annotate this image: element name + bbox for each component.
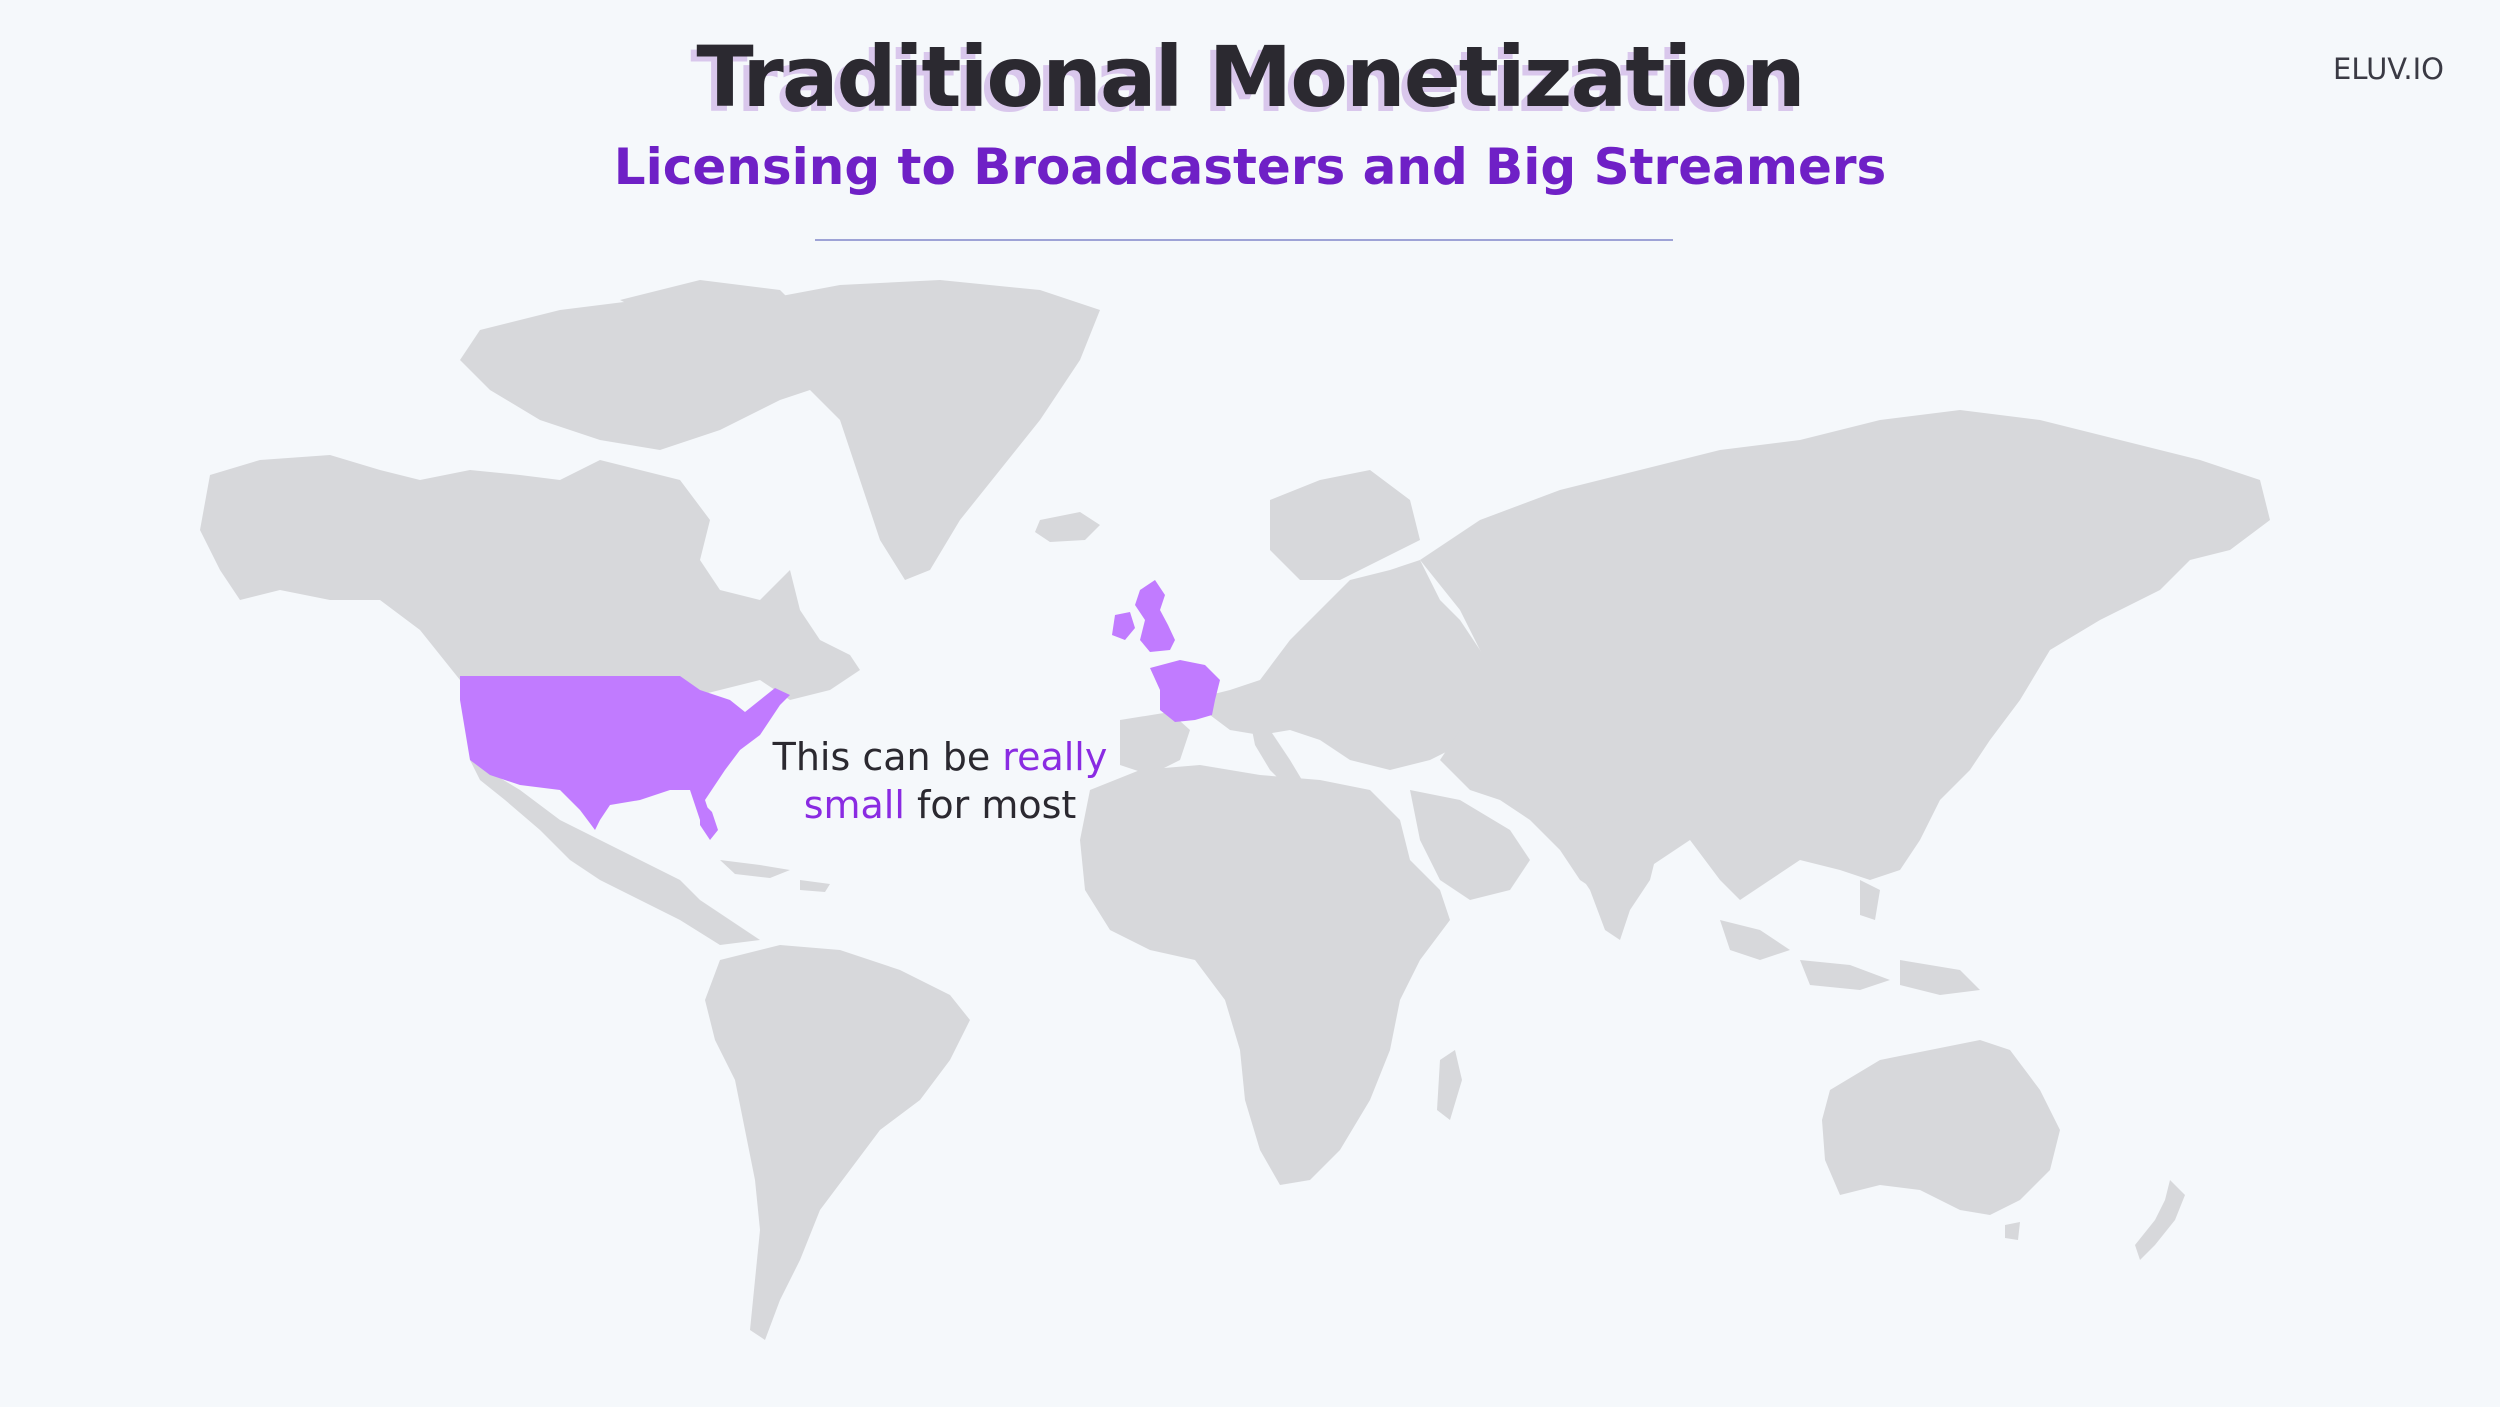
north-america-canada [200,455,860,700]
europe [1190,470,1520,770]
africa [1080,765,1450,1185]
callout-accent-really: really [1002,735,1108,779]
slide-subtitle: Licensing to Broadcasters and Big Stream… [613,138,1887,196]
callout-part4: for most [904,783,1077,827]
iceland [1035,512,1100,542]
iberia [1120,712,1190,775]
florida-highlight [700,800,718,840]
france-highlight [1150,660,1220,722]
asia [1420,410,2270,900]
title-divider [815,239,1673,241]
usa-highlight [460,676,790,830]
ireland-highlight [1112,612,1135,640]
callout-text: This can be really small for most [740,733,1140,829]
australia [1822,1040,2060,1215]
madagascar [1437,1050,1462,1120]
eluv-logo: ELUV.IO [2333,52,2444,86]
italy [1250,720,1305,790]
india [1560,820,1660,940]
south-america [705,945,970,1340]
arabian-peninsula [1410,790,1530,900]
southeast-asia-islands [1720,880,1980,995]
mexico-central-america [470,760,760,945]
japan [1960,680,2000,770]
greenland [760,280,1100,580]
callout-part1: This can be [772,735,1003,779]
new-zealand [2135,1180,2185,1260]
tasmania [2005,1222,2020,1240]
callout-accent-small: small [803,783,905,827]
caribbean [720,860,830,892]
arctic-islands [460,280,860,450]
slide-title: Traditional Monetization [696,28,1805,126]
uk-highlight [1135,580,1175,652]
